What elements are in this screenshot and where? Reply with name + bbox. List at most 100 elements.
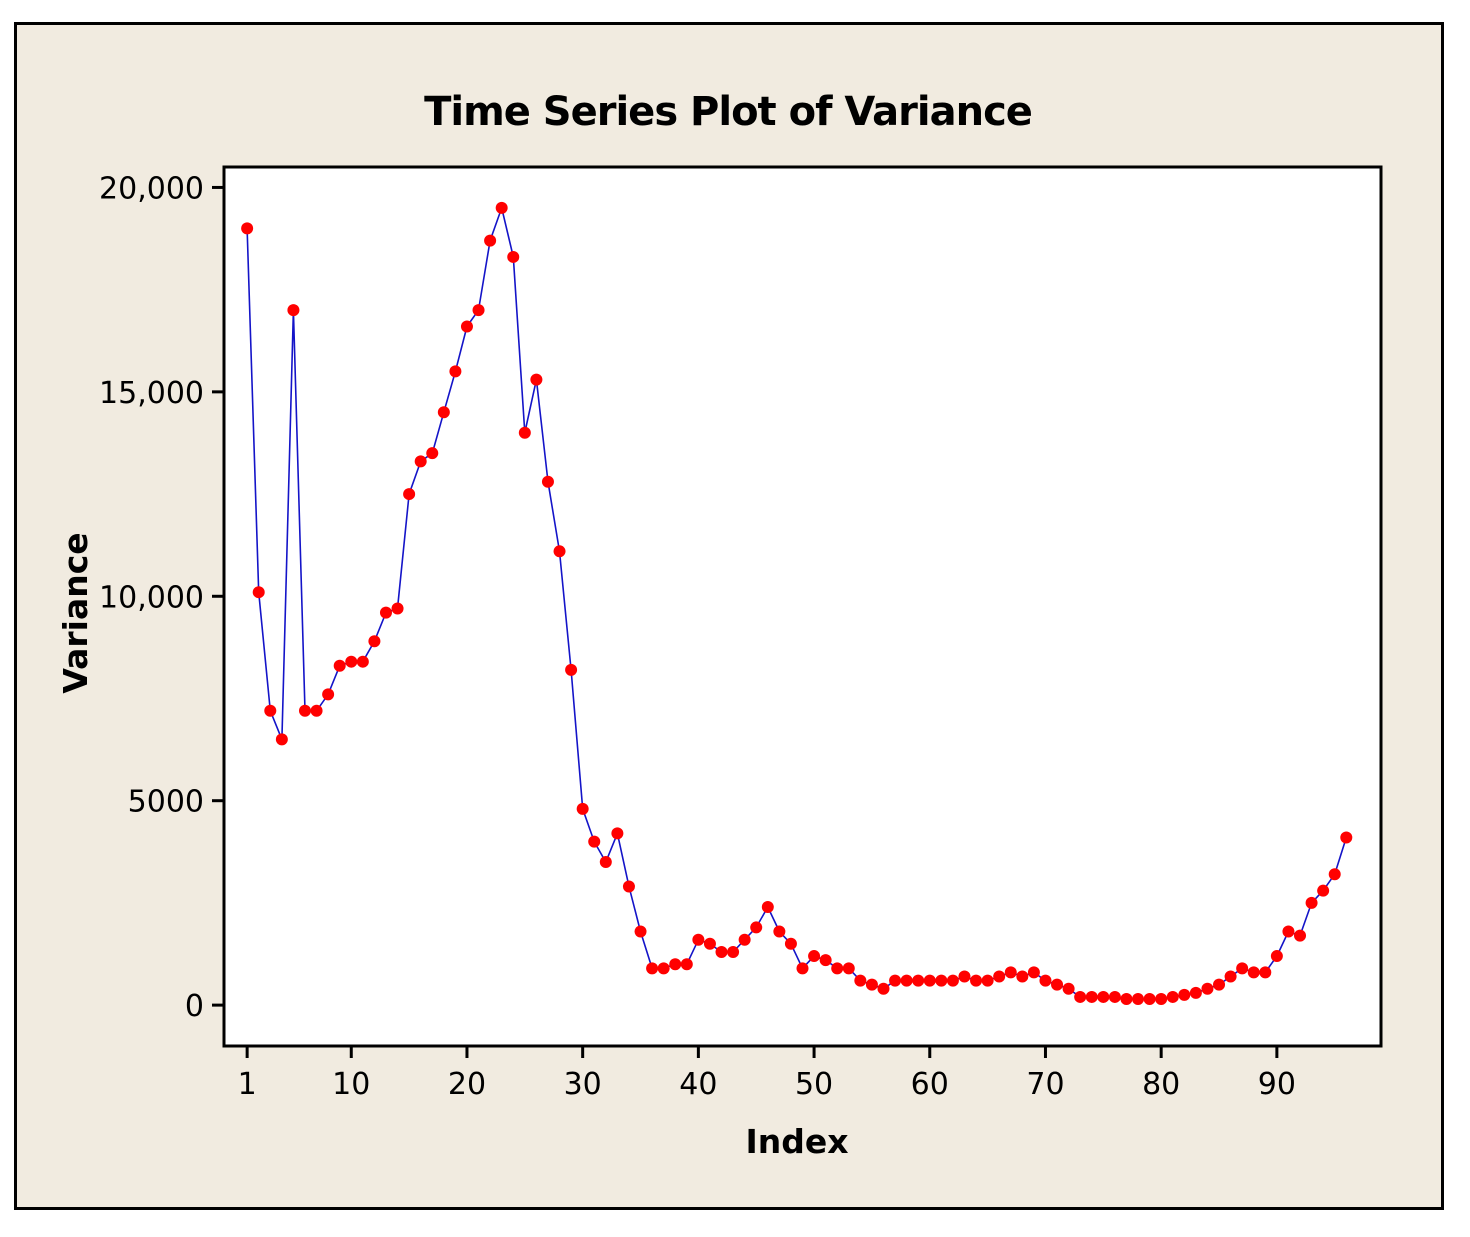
data-point (1305, 896, 1318, 909)
x-tick-label: 30 (564, 1067, 602, 1102)
data-point (1120, 992, 1133, 1005)
data-point (808, 950, 821, 963)
data-point (241, 222, 254, 235)
chart-title: Time Series Plot of Variance (424, 89, 1032, 135)
data-point (414, 455, 427, 468)
data-point (889, 974, 902, 987)
data-point (750, 921, 763, 934)
data-point (1108, 990, 1121, 1003)
data-point (727, 945, 740, 958)
data-point (773, 925, 786, 938)
data-point (484, 234, 497, 247)
data-point (391, 602, 404, 615)
data-point (1027, 966, 1040, 979)
x-axis: 1 10 20 30 40 50 60 70 80 90 (238, 1046, 1296, 1102)
data-point (923, 974, 936, 987)
data-point (1247, 966, 1260, 979)
data-point (1085, 990, 1098, 1003)
data-point (1166, 990, 1179, 1003)
data-point (1062, 982, 1075, 995)
data-point (368, 635, 381, 648)
x-tick-label: 50 (795, 1067, 833, 1102)
data-point (403, 488, 416, 501)
data-point (715, 945, 728, 958)
data-point (472, 304, 485, 317)
data-point (981, 974, 994, 987)
data-point (333, 659, 346, 672)
data-point (1236, 962, 1249, 975)
data-point (298, 704, 311, 717)
series-group (241, 201, 1353, 1005)
data-point (1328, 868, 1341, 881)
plot-area (222, 165, 1383, 1048)
data-point (576, 802, 589, 815)
chart-frame: 1 10 20 30 40 50 60 70 80 90 0 5000 10,000 15,000 20,… (14, 22, 1444, 1210)
x-axis-label: Index (745, 1122, 848, 1161)
y-tick-label: 10,000 (99, 580, 204, 615)
data-point (634, 925, 647, 938)
data-point (761, 900, 774, 913)
data-point (865, 978, 878, 991)
data-point (1270, 950, 1283, 963)
data-point (1340, 831, 1353, 844)
data-point (530, 373, 543, 386)
data-point (946, 974, 959, 987)
data-point (252, 586, 265, 599)
data-point (831, 962, 844, 975)
x-tick-label: 10 (332, 1067, 370, 1102)
data-point (1004, 966, 1017, 979)
data-point (1294, 929, 1307, 942)
data-point (322, 688, 335, 701)
data-point (599, 856, 612, 869)
data-point (553, 545, 566, 558)
data-point (993, 970, 1006, 983)
y-tick-label: 20,000 (99, 171, 204, 206)
data-point (669, 958, 682, 971)
x-tick-label: 1 (238, 1067, 257, 1102)
data-point (611, 827, 624, 840)
data-point (622, 880, 635, 893)
data-point (1189, 986, 1202, 999)
data-point (970, 974, 983, 987)
data-point (877, 982, 890, 995)
data-point (449, 365, 462, 378)
x-tick-label: 70 (1026, 1067, 1064, 1102)
data-point (692, 933, 705, 946)
data-point (310, 704, 323, 717)
data-point (379, 606, 392, 619)
x-tick-label: 20 (448, 1067, 486, 1102)
data-point (437, 406, 450, 419)
data-point (657, 962, 670, 975)
data-point (356, 655, 369, 668)
data-point (1201, 982, 1214, 995)
data-point (1132, 992, 1145, 1005)
y-tick-label: 5000 (128, 785, 204, 820)
data-point (1143, 992, 1156, 1005)
data-point (958, 970, 971, 983)
data-point (1051, 978, 1064, 991)
data-point (1039, 974, 1052, 987)
x-tick-label: 90 (1258, 1067, 1296, 1102)
data-point (796, 962, 809, 975)
data-point (495, 201, 508, 214)
data-point (426, 447, 439, 460)
y-axis: 0 5000 10,000 15,000 20,000 (99, 171, 224, 1024)
data-point (1016, 970, 1029, 983)
data-point (507, 250, 520, 263)
data-point (680, 958, 693, 971)
x-tick-label: 60 (911, 1067, 949, 1102)
data-point (646, 962, 659, 975)
data-point (1259, 966, 1272, 979)
data-point (1074, 990, 1087, 1003)
data-point (287, 304, 300, 317)
data-point (738, 933, 751, 946)
data-point (900, 974, 913, 987)
x-tick-label: 80 (1142, 1067, 1180, 1102)
chart: 1 10 20 30 40 50 60 70 80 90 0 5000 10,000 15,000 20,… (56, 89, 1383, 1161)
data-point (275, 733, 288, 746)
data-point (842, 962, 855, 975)
data-point (518, 426, 531, 439)
data-point (588, 835, 601, 848)
data-point (935, 974, 948, 987)
data-point (1155, 992, 1168, 1005)
